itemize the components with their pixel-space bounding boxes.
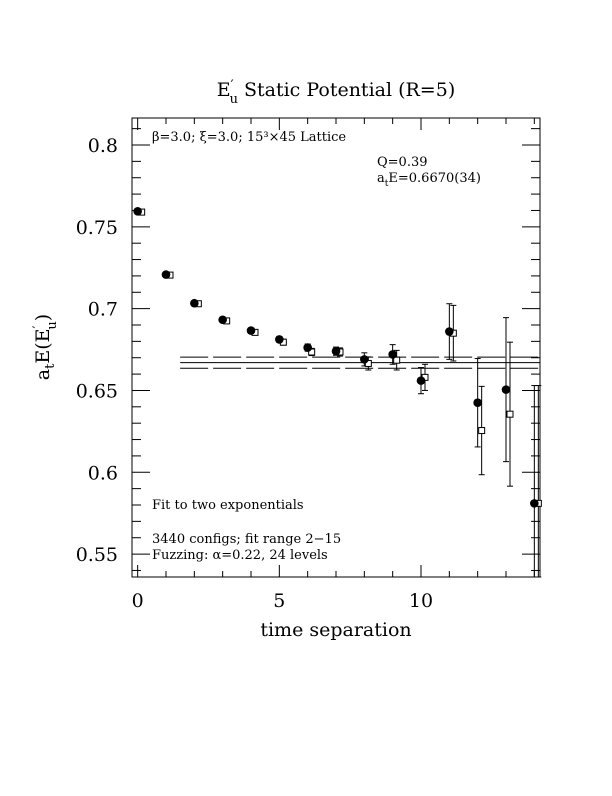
- fuzzing-label: Fuzzing: α=0.22, 24 levels: [152, 548, 328, 563]
- x-tick-label: 10: [409, 590, 433, 612]
- y-axis-label: atE(E′u): [31, 314, 60, 380]
- filled-circle-point: [473, 398, 482, 408]
- y-tick-label: 0.55: [76, 544, 118, 566]
- filled-circle-point: [331, 346, 341, 356]
- filled-circle-point: [218, 315, 227, 325]
- open-square-point: [478, 427, 486, 435]
- q-value-label: Q=0.39: [377, 155, 428, 170]
- x-axis-label: time separation: [260, 619, 411, 641]
- open-square-point: [393, 356, 401, 364]
- y-tick-label: 0.75: [76, 217, 118, 239]
- filled-circle-point: [416, 376, 426, 385]
- lattice-label: β=3.0; ξ=3.0; 15³×45 Lattice: [152, 130, 346, 145]
- chart-title: E′ u Static Potential (R=5): [217, 78, 455, 107]
- tick-marks: [132, 118, 540, 577]
- error-bars: [134, 209, 542, 578]
- fit-result-label: atE=0.6670(34): [377, 171, 481, 189]
- open-square-point: [506, 410, 514, 418]
- configs-label: 3440 configs; fit range 2−15: [152, 532, 341, 547]
- fit-lines: [180, 356, 540, 369]
- filled-circle-point: [360, 355, 369, 364]
- x-tick-label: 5: [273, 590, 285, 612]
- filled-circle-point: [161, 270, 171, 279]
- x-tick-label: 0: [132, 590, 144, 612]
- filled-circle-point: [246, 326, 256, 335]
- filled-circle-point: [388, 350, 397, 359]
- tick-labels: 0 5 10 0.55 0.6 0.65 0.7 0.75 0.8: [76, 135, 433, 612]
- y-tick-label: 0.7: [88, 299, 118, 321]
- filled-circle-point: [133, 206, 142, 216]
- filled-circle-point: [190, 298, 199, 308]
- filled-circle-point: [530, 499, 539, 508]
- fit-type-label: Fit to two exponentials: [152, 498, 304, 513]
- filled-circle-point: [445, 327, 454, 336]
- filled-circle-point: [501, 385, 511, 394]
- y-tick-label: 0.65: [76, 380, 118, 402]
- filled-circle-point: [303, 343, 312, 352]
- data-markers: [133, 206, 542, 508]
- filled-circle-point: [275, 335, 284, 344]
- y-tick-label: 0.8: [88, 135, 118, 157]
- y-tick-label: 0.6: [88, 462, 118, 484]
